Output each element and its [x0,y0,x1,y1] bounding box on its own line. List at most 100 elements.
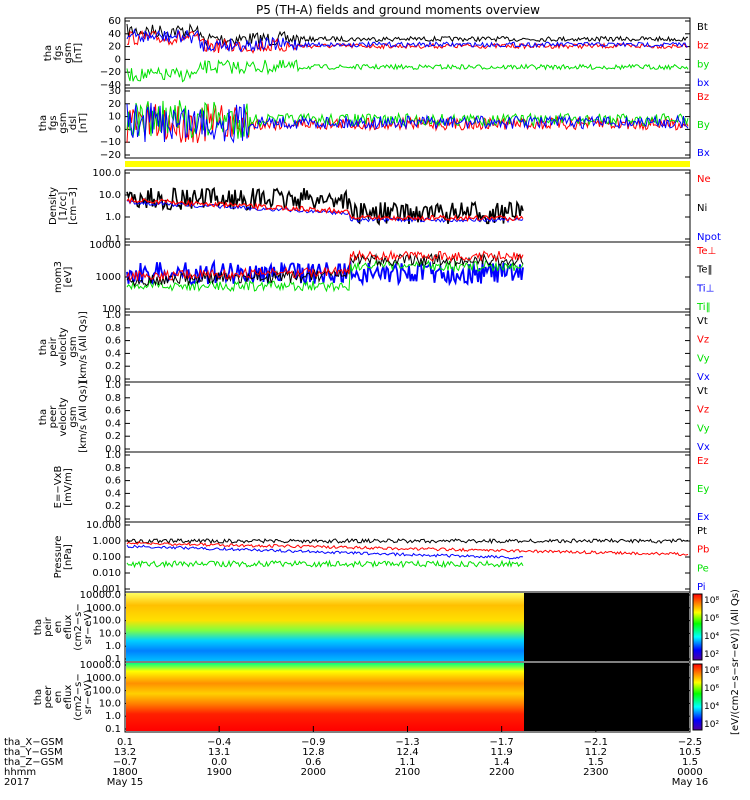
no-data-region [524,593,689,661]
series-By [126,100,689,139]
y-axis-label: Density [48,187,59,225]
y-tick-label: 60 [108,16,121,27]
series-by [126,59,689,83]
x-tick-label: 1900 [206,767,231,778]
y-tick-label: 1.0 [105,711,121,722]
y-tick-label: 0.6 [105,476,121,487]
y-tick-label: 0.1 [105,724,121,735]
panel-7: 1.0 0.8 0.60.4 0.2 0.0 E=−VxB [mV/m] Ez Ey Ex [53,450,709,525]
panel-1: 60 40 200 −20 −40 tha fgs gsm [nT] Bt bz by bx [43,16,709,91]
x-axis-row-label: 2017 [4,777,29,788]
panel-frame [124,451,691,523]
y-tick-label: 10000.0 [80,590,121,601]
series-Bx [126,102,689,144]
x-tick-label: 2300 [583,767,608,778]
legend-Ez: Ez [697,456,709,467]
y-tick-label: 100 [102,304,121,315]
legend-Pe: Pe [697,563,709,574]
legend-Vt: Vt [697,386,708,397]
y-axis-label: [nPa] [63,544,74,570]
series-Ne [126,196,524,223]
x-tick-label: 12.8 [302,747,324,758]
y-tick-label: 1000.0 [86,673,121,684]
legend-Te‖: Te‖ [696,265,713,276]
y-axis-label: tha [38,339,49,355]
x-axis-row-label: tha_Y−GSM [4,747,63,758]
series-bx [126,28,689,53]
y-tick-label: 0.8 [105,393,121,404]
y-axis-label: eflux [63,615,74,640]
y-tick-label: 0.010 [92,568,121,579]
y-tick-label: 0.2 [105,361,121,372]
x-tick-label: 12.4 [396,747,418,758]
x-tick-label: −2.5 [678,737,702,748]
x-tick-label: 1.5 [588,757,604,768]
legend-bz: bz [697,41,709,52]
x-tick-label: 0.6 [305,757,321,768]
legend-by: by [697,59,709,70]
x-tick-label: −1.7 [490,737,514,748]
y-axis-label: Pressure [53,536,64,579]
y-tick-label: 1.0 [105,380,121,391]
series-Ti‖ [126,259,524,293]
y-axis-label: gsm [63,42,74,63]
legend-Te⊥: Te⊥ [696,246,716,257]
legend-Vx: Vx [697,442,710,453]
x-tick-label: 10.5 [679,747,701,758]
x-tick-label: May 16 [672,777,709,788]
y-tick-label: 0.100 [92,552,121,563]
legend-By: By [697,120,710,131]
panel-3: 100.0 10.0 1.0 0.1 Density [1/cc] [cm−3] Ne Ni Np… [48,168,721,245]
y-tick-label: −20 [100,67,121,78]
panel-6: 1.0 0.8 0.60.4 0.2 0.0 tha peer velocity gsm [km/… [38,380,710,455]
colorbar-tick-label: 10⁸ [704,666,719,676]
legend-Ni: Ni [697,203,707,214]
legend-Ey: Ey [697,484,709,495]
y-tick-label: 20 [108,99,121,110]
y-axis-label: eflux [63,685,74,710]
y-tick-label: 10.0 [99,190,121,201]
x-axis-annotation: tha_X−GSMtha_Y−GSMtha_Z−GSMhhmm20170.113… [4,726,708,788]
y-tick-label: 0.0 [105,514,121,525]
y-tick-label: 0.001 [92,584,121,595]
x-tick-label: 0.1 [117,737,133,748]
y-axis-label: peer [48,405,59,429]
y-axis-label: [eV] [63,267,74,288]
y-tick-label: 100.0 [92,616,121,627]
series-Bt [126,23,689,47]
series-Pt [126,537,689,545]
panel-8: 10.000 1.000 0.100 0.010 0.001 Pressure [nPa] P… [53,520,709,595]
legend-Ex: Ex [697,512,709,523]
spectrogram [126,663,524,731]
y-tick-label: 0.4 [105,348,121,359]
legend-Pi: Pi [697,582,706,593]
panel-10: 10000.0 1000.0 100.010.0 1.0 0.1 tha peer en efl… [33,660,719,735]
series-Bz [126,103,689,144]
series-Npot [126,199,524,224]
y-axis-label: dsl [68,116,79,130]
panel-frame [124,87,691,159]
y-tick-label: 100.0 [92,686,121,697]
y-tick-label: 10.000 [86,520,121,531]
y-tick-label: 0.0 [105,444,121,455]
y-axis-label: sr−eV) [83,680,94,715]
y-tick-label: 0.8 [105,323,121,334]
legend-Vy: Vy [697,423,710,434]
y-axis-label: tha [33,689,44,705]
legend-Ne: Ne [697,174,711,185]
y-tick-label: −20 [100,150,121,161]
legend-Bt: Bt [697,22,708,33]
y-tick-label: 10000 [89,240,121,251]
legend-Ti⊥: Ti⊥ [696,283,714,294]
colorbar-tick-label: 10⁴ [704,632,719,642]
y-tick-label: 10.0 [99,628,121,639]
y-tick-label: 1.0 [105,212,121,223]
y-axis-label: en [53,621,64,634]
series-Te‖ [126,252,524,288]
y-axis-label: E=−VxB [53,466,64,509]
x-tick-label: 2200 [489,767,514,778]
x-tick-label: −2.1 [584,737,608,748]
y-axis-label: (cm2−s− [73,673,84,720]
panel-5: 1.0 0.8 0.60.4 0.2 0.0 tha peir velocity gsm [km/… [38,310,710,385]
legend-Vz: Vz [697,335,709,346]
